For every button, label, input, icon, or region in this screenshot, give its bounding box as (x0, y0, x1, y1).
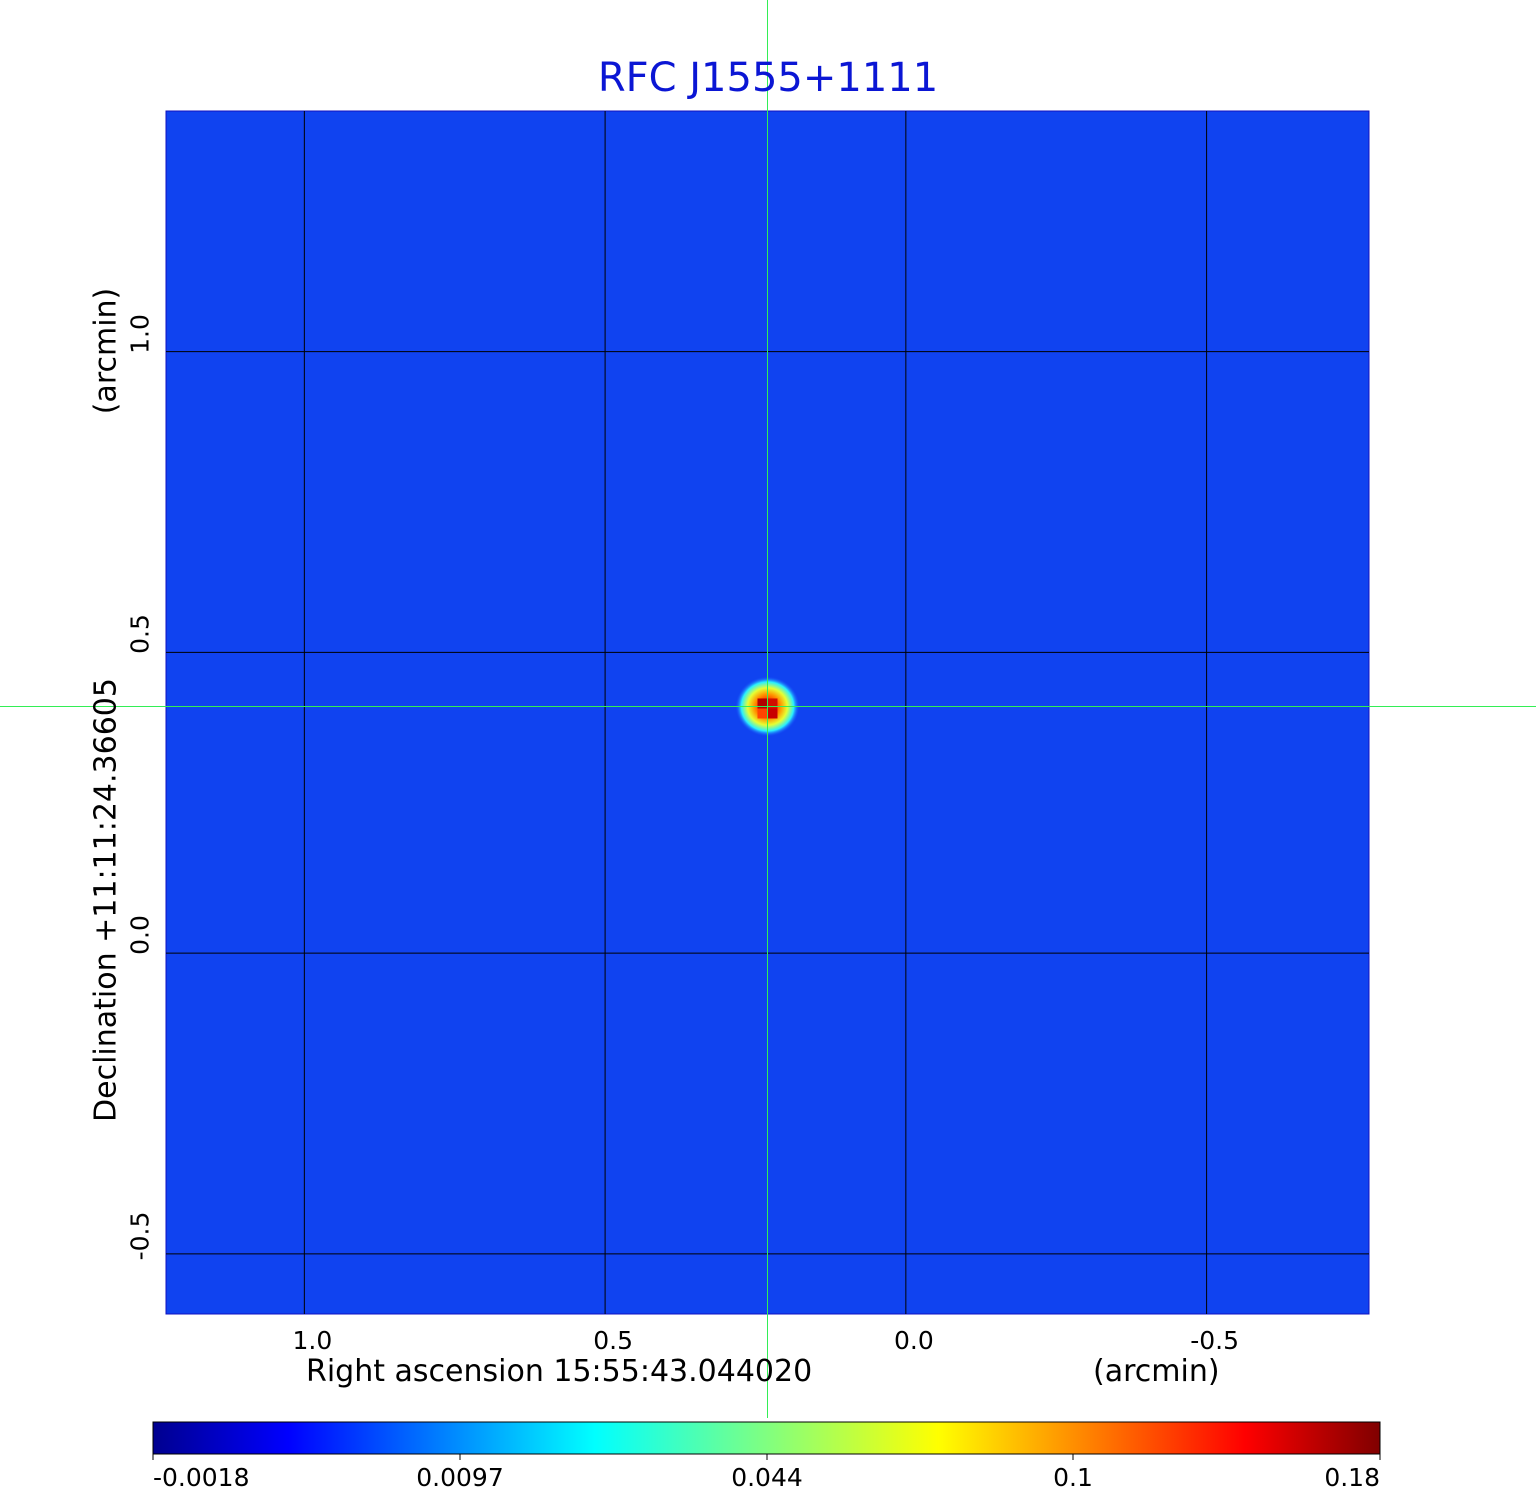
x-tick-label: -0.5 (1190, 1326, 1239, 1355)
y-axis-unit: (arcmin) (88, 287, 124, 415)
x-axis-unit: (arcmin) (1093, 1354, 1220, 1389)
y-tick-label: 0.5 (125, 614, 155, 655)
chart-title: RFC J1555+1111 (597, 55, 939, 101)
y-axis-label: Declination +11:11:24.36605 (88, 678, 124, 1122)
y-tick-label: -0.5 (125, 1211, 155, 1261)
x-tick-label: 0.5 (593, 1326, 633, 1355)
crosshair (0, 0, 1536, 1418)
source-pixel-0 (757, 698, 768, 709)
source-pixel-3 (767, 708, 778, 719)
y-tick-label: 0.0 (125, 915, 155, 955)
x-tick-label: 0.0 (893, 1326, 934, 1355)
y-tick-label: 1.0 (125, 313, 155, 354)
x-axis-label: Right ascension 15:55:43.044020 (306, 1354, 813, 1389)
colorbar-tick-label: 0.18 (1324, 1463, 1380, 1492)
colorbar-tick-label: -0.0018 (153, 1463, 250, 1492)
colorbar-tick-label: 0.044 (731, 1463, 803, 1492)
colorbar-tick-label: 0.1 (1053, 1463, 1093, 1492)
colorbar (152, 1421, 1381, 1455)
colorbar-ticks (152, 1454, 1381, 1460)
x-tick-label: 1.0 (292, 1326, 333, 1355)
source-core (757, 698, 778, 719)
source-pixel-2 (757, 708, 768, 719)
source-pixel-1 (767, 698, 778, 709)
colorbar-tick-label: 0.0097 (416, 1463, 504, 1492)
